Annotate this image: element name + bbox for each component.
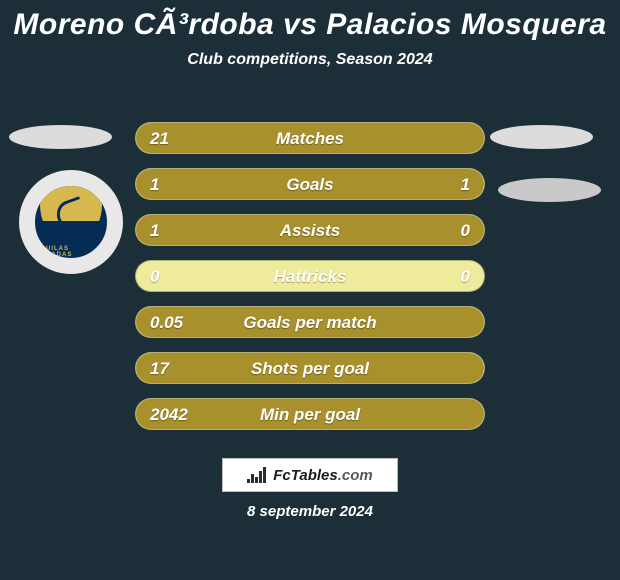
comparison-card: Moreno CÃ³rdoba vs Palacios Mosquera Clu… — [0, 0, 620, 580]
team-right-badge-ellipse-top — [490, 125, 593, 149]
logo-domain: .com — [338, 467, 373, 484]
stat-value-right: 0 — [461, 261, 470, 292]
stat-row: Min per goal2042 — [135, 398, 485, 430]
stat-row: Assists1 0 — [135, 214, 485, 246]
team-left-crest: AGUILAS DORADAS — [19, 170, 123, 274]
stat-row: Goals per match0.05 — [135, 306, 485, 338]
subtitle: Club competitions, Season 2024 — [0, 51, 620, 69]
date-text: 8 september 2024 — [0, 503, 620, 520]
stat-value-right: 1 — [461, 169, 470, 200]
stats-container: Matches21Goals11Assists10Hattricks00Goal… — [135, 122, 485, 444]
stat-label: Assists — [136, 215, 484, 246]
logo-chart-icon — [247, 467, 267, 483]
stat-value-left: 0 — [150, 261, 159, 292]
stat-label: Shots per goal — [136, 353, 484, 384]
team-left-badge-ellipse — [9, 125, 112, 149]
stat-row: Shots per goal17 — [135, 352, 485, 384]
stat-value-left: 1 — [150, 215, 159, 246]
stat-value-left: 2042 — [150, 399, 188, 430]
stat-value-left: 1 — [150, 169, 159, 200]
stat-label: Goals — [136, 169, 484, 200]
stat-label: Goals per match — [136, 307, 484, 338]
page-title: Moreno CÃ³rdoba vs Palacios Mosquera — [0, 8, 620, 41]
stat-label: Matches — [136, 123, 484, 154]
team-right-badge-ellipse-bottom — [498, 178, 601, 202]
stat-row: Matches21 — [135, 122, 485, 154]
stat-row: Hattricks0 0 — [135, 260, 485, 292]
stat-value-right: 0 — [461, 215, 470, 246]
stat-label: Min per goal — [136, 399, 484, 430]
logo-brand: Fc — [273, 467, 291, 484]
stat-label: Hattricks — [136, 261, 484, 292]
stat-value-left: 21 — [150, 123, 169, 154]
crest-eagle-icon — [53, 196, 90, 234]
fctables-logo: FcTables.com — [222, 458, 398, 492]
stat-row: Goals1 1 — [135, 168, 485, 200]
logo-rest: Tables — [291, 467, 338, 484]
stat-value-left: 0.05 — [150, 307, 183, 338]
logo-text: FcTables.com — [273, 467, 373, 484]
crest-text: AGUILAS DORADAS — [35, 246, 107, 258]
crest-shield-icon — [40, 186, 102, 244]
stat-value-left: 17 — [150, 353, 169, 384]
